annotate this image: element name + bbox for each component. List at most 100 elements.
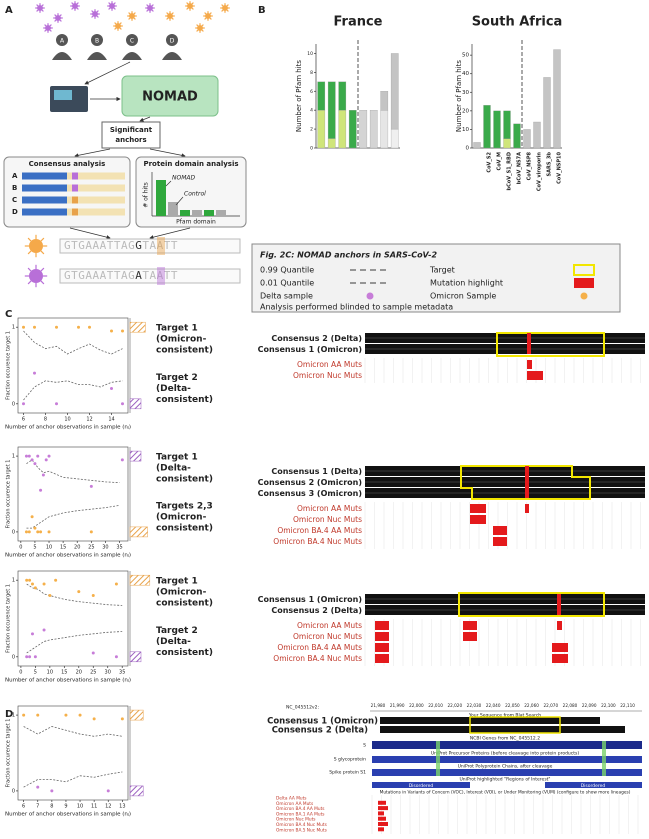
row-label: B bbox=[12, 184, 17, 192]
bar bbox=[317, 110, 326, 149]
protein-track bbox=[372, 769, 642, 776]
person-head bbox=[126, 34, 138, 46]
y-axis-label: Number of Pfam hits bbox=[455, 60, 463, 132]
nomad-annotation: NOMAD bbox=[172, 175, 195, 182]
target-annotation: consistent) bbox=[156, 599, 213, 609]
point bbox=[121, 402, 124, 406]
track-label: Omicron BA.4 AA Muts bbox=[277, 643, 362, 652]
mutation-block bbox=[378, 822, 388, 826]
point bbox=[27, 454, 31, 458]
virus bbox=[92, 11, 98, 17]
target-highlight bbox=[460, 465, 591, 500]
seq-right bbox=[67, 196, 125, 204]
person-head bbox=[56, 34, 68, 46]
arrow bbox=[69, 227, 111, 240]
anchors-box bbox=[101, 121, 161, 149]
point bbox=[92, 717, 96, 721]
arrow bbox=[74, 148, 111, 158]
legend-label: Omicron Sample bbox=[430, 292, 496, 301]
point bbox=[50, 789, 54, 793]
virus-spike bbox=[49, 29, 52, 32]
point bbox=[33, 586, 37, 590]
track-label: Omicron BA.4 Nuc Muts bbox=[273, 654, 362, 663]
consensus-label: Consensus 2 (Delta) bbox=[271, 334, 362, 343]
ruler-label: 22,080 bbox=[563, 703, 578, 708]
bar bbox=[483, 105, 491, 149]
x-tick-label: 35 bbox=[116, 545, 122, 551]
x-tick-label: 12 bbox=[86, 417, 92, 423]
x-tick-label: 5 bbox=[33, 545, 36, 551]
seq-right bbox=[67, 184, 125, 192]
quantile-line bbox=[26, 459, 120, 484]
quantile-line bbox=[23, 771, 123, 788]
region-label: Disordered bbox=[409, 783, 434, 789]
control-annotation: Control bbox=[184, 191, 206, 198]
x-tick-label: 15 bbox=[60, 545, 66, 551]
x-tick-label: bCoV_NS7A bbox=[517, 152, 523, 184]
x-tick-label: 10 bbox=[77, 804, 83, 810]
bar bbox=[553, 49, 561, 149]
virus-spike bbox=[91, 15, 94, 18]
virus bbox=[197, 25, 203, 31]
x-tick-label: 0 bbox=[19, 670, 22, 676]
ruler-label: 22,100 bbox=[601, 703, 616, 708]
virus bbox=[37, 5, 43, 11]
point bbox=[106, 789, 110, 793]
arrow bbox=[84, 61, 131, 85]
target-annotation: (Omicron- bbox=[156, 513, 207, 523]
virus-spike bbox=[221, 4, 224, 7]
x-tick-label: 5 bbox=[34, 670, 37, 676]
virus-spike bbox=[27, 267, 32, 272]
y-tick-label: 4 bbox=[310, 108, 313, 114]
virus-spike bbox=[49, 24, 52, 27]
variant-highlight bbox=[157, 267, 165, 285]
y-tick-label: 6 bbox=[310, 89, 313, 95]
x-tick-label: CoV_NSP10 bbox=[557, 151, 563, 183]
point bbox=[114, 582, 118, 586]
virus-spike bbox=[27, 237, 32, 242]
virus-spike bbox=[201, 24, 204, 27]
mutation-block bbox=[527, 371, 543, 380]
ruler-label: 22,090 bbox=[582, 703, 597, 708]
x-tick-label: 0 bbox=[19, 545, 22, 551]
point bbox=[24, 530, 28, 534]
x-tick-label: CoV_NSP8 bbox=[527, 151, 533, 180]
virus bbox=[187, 3, 193, 9]
virus-spike bbox=[27, 280, 32, 285]
track-label: Omicron Nuc Muts bbox=[293, 371, 362, 380]
x-tick-label: 10 bbox=[64, 417, 70, 423]
protein-title: Protein domain analysis bbox=[143, 160, 238, 168]
mutation-block bbox=[375, 621, 389, 630]
point bbox=[28, 578, 32, 582]
track-title: Mutations in Variants of Concern (VOC), … bbox=[380, 790, 631, 796]
y-tick-label: 1 bbox=[12, 454, 15, 460]
mutation-block bbox=[378, 806, 388, 811]
person-label: B bbox=[95, 38, 99, 45]
seq-variant bbox=[72, 172, 78, 180]
seq-left bbox=[22, 196, 67, 204]
virus-spike bbox=[40, 267, 45, 272]
virus-spike bbox=[209, 12, 212, 15]
ruler-label: 22,000 bbox=[409, 703, 424, 708]
mutation-block bbox=[552, 643, 568, 652]
virus-spike bbox=[113, 2, 116, 5]
virus bbox=[29, 239, 43, 253]
track-title: UniProt highlighted "Regions of Interest… bbox=[460, 777, 551, 783]
virus-spike bbox=[119, 27, 122, 30]
histogram-bar bbox=[129, 651, 142, 663]
x-tick-label: 9 bbox=[64, 804, 67, 810]
virus-spike bbox=[27, 250, 32, 255]
bar bbox=[327, 81, 336, 139]
sequence: GTGAAATTAGGTAATT bbox=[64, 239, 178, 252]
point bbox=[77, 325, 80, 329]
x-tick-label: 8 bbox=[44, 417, 47, 423]
ruler-label: 21,980 bbox=[371, 703, 386, 708]
bar bbox=[338, 81, 347, 111]
point bbox=[88, 325, 91, 329]
bar bbox=[369, 110, 378, 149]
legend-mutation bbox=[574, 278, 594, 288]
domain-bar bbox=[192, 210, 202, 216]
sequence-part: GTGAAATTAG bbox=[64, 269, 135, 282]
histogram-bar bbox=[129, 450, 142, 462]
legend-label: Target bbox=[429, 266, 455, 275]
